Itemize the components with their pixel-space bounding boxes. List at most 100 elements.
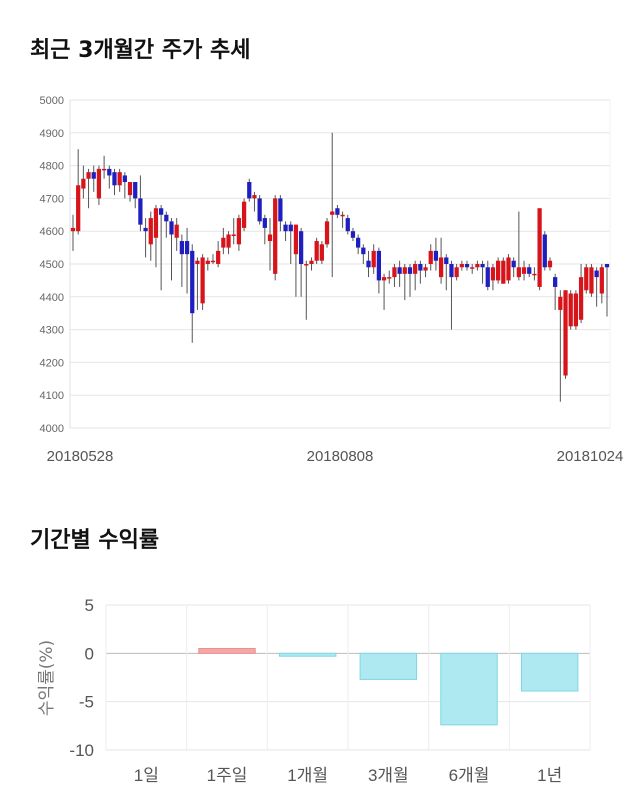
candle-down [480, 264, 485, 268]
candle-up [267, 234, 273, 242]
candle-down [511, 260, 516, 268]
candle-up [314, 241, 319, 261]
y-tick-label: 4600 [40, 226, 64, 238]
candle-up [330, 211, 335, 215]
candle-up [532, 273, 537, 276]
candle-up [309, 260, 314, 264]
candle-up [304, 264, 309, 266]
candle-up [428, 250, 433, 264]
candle-down [433, 250, 439, 261]
candle-down [288, 224, 293, 232]
candle-up [76, 185, 81, 232]
candle-down [449, 264, 454, 278]
y-tick-label: 4000 [40, 423, 64, 435]
candle-down [604, 264, 610, 268]
candle-up [153, 208, 159, 238]
candle-up [117, 172, 122, 186]
candle-down [247, 182, 252, 199]
candle-up [273, 198, 278, 274]
y-tick-label: -10 [69, 741, 94, 760]
candle-up [226, 234, 231, 248]
x-tick-label: 20180808 [307, 448, 374, 465]
candle-up [381, 277, 387, 281]
candle-up [236, 218, 242, 245]
candle-up [578, 277, 584, 320]
y-tick-label: 4900 [40, 128, 64, 140]
candle-up [70, 227, 76, 232]
candle-up [568, 293, 573, 327]
candle-down [143, 227, 148, 232]
candle-up [174, 224, 179, 238]
x-tick-label: 20181024 [557, 448, 624, 465]
x-category-label: 1주일 [207, 766, 248, 785]
candle-down [122, 175, 127, 182]
candle-down [542, 234, 547, 268]
candle-up [563, 290, 568, 376]
candle-up [496, 260, 501, 281]
candle-up [470, 267, 475, 269]
candle-up [127, 182, 133, 196]
candle-up [210, 260, 216, 263]
candle-up [423, 267, 428, 271]
candle-down [283, 224, 288, 232]
candle-up [475, 264, 480, 268]
candle-down [133, 182, 138, 199]
candle-up [205, 260, 210, 264]
candle-up [454, 267, 459, 278]
x-category-label: 6개월 [449, 766, 490, 785]
candle-down [335, 208, 340, 215]
candle-up [148, 218, 153, 245]
candle-up [573, 293, 579, 327]
candle-up [340, 214, 345, 217]
candle-up [101, 168, 107, 171]
x-category-label: 1개월 [287, 766, 328, 785]
x-category-label: 1년 [537, 766, 562, 785]
y-tick-label: 4300 [40, 325, 64, 337]
candle-down [179, 241, 184, 255]
y-tick-label: -5 [79, 693, 94, 712]
candle-up [490, 267, 496, 281]
y-tick-label: 4800 [40, 161, 64, 173]
candle-up [319, 244, 324, 261]
candle-up [392, 267, 397, 278]
candle-down [356, 237, 361, 248]
candle-down [112, 172, 117, 186]
candle-up [521, 267, 527, 274]
candle-down [169, 221, 174, 235]
candle-up [459, 264, 464, 268]
candle-down [138, 198, 143, 225]
candle-down [91, 172, 96, 179]
candle-down [407, 267, 413, 274]
y-tick-label: 4500 [40, 259, 64, 271]
candle-up [293, 224, 299, 255]
candle-up [81, 178, 86, 189]
candle-down [527, 267, 532, 274]
y-tick-label: 4400 [40, 292, 64, 304]
candle-up [547, 260, 553, 268]
price-trend-title: 최근 3개월간 주가 추세 [30, 38, 251, 63]
candle-down [107, 168, 112, 176]
candle-down [361, 247, 366, 255]
y-tick-label: 4200 [40, 357, 64, 369]
candle-up [387, 277, 392, 279]
candle-up [252, 195, 257, 199]
candle-up [506, 257, 511, 281]
candle-down [594, 270, 599, 278]
candle-up [324, 221, 330, 245]
x-category-label: 1일 [134, 766, 159, 785]
candle-up [200, 257, 205, 304]
candle-down [464, 264, 470, 268]
candle-down [366, 260, 371, 268]
candle-down [190, 250, 195, 314]
candle-down [376, 250, 382, 281]
candle-up [537, 208, 542, 287]
candle-up [501, 260, 506, 284]
candle-up [584, 267, 589, 291]
candle-down [345, 218, 350, 232]
candle-up [86, 172, 91, 179]
candle-up [438, 257, 444, 278]
y-tick-label: 4700 [40, 193, 64, 205]
candle-up [241, 201, 247, 228]
candle-down [553, 277, 558, 287]
